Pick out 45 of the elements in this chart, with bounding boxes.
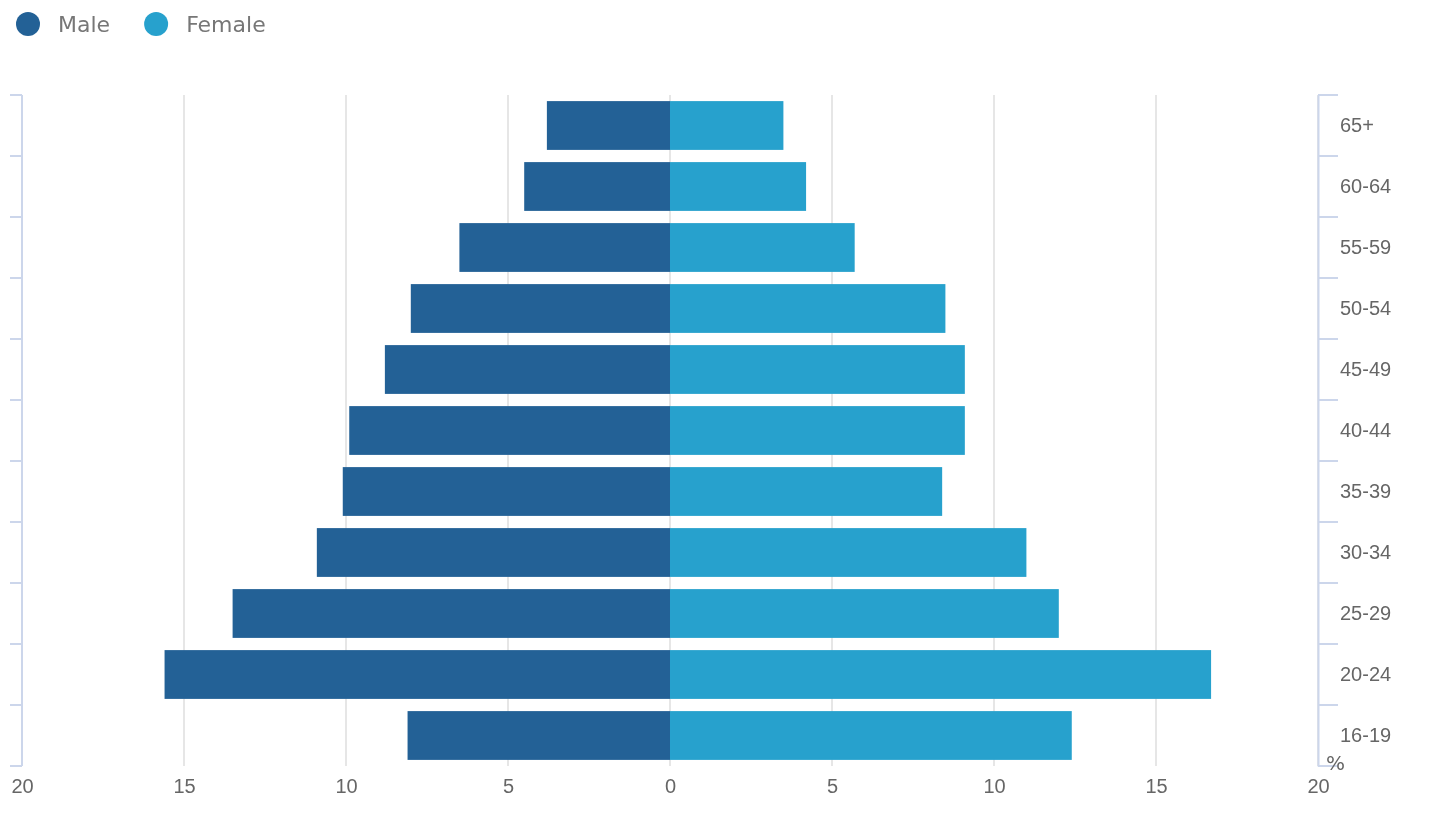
x-tick-label: 5 (826, 775, 839, 797)
y-tick-label: 30-34 (1340, 540, 1392, 563)
x-tick-label: 20 (1307, 775, 1330, 797)
bar (670, 406, 965, 455)
bar (670, 467, 943, 516)
y-tick-label: 55-59 (1340, 235, 1392, 258)
y-tick-label: 25-29 (1340, 601, 1392, 624)
y-tick-label: 40-44 (1340, 418, 1392, 441)
bar (407, 711, 670, 760)
bar (164, 650, 670, 699)
y-tick-label: 16-19 (1340, 723, 1392, 746)
x-axis-title: % (1326, 751, 1346, 775)
x-tick-label: 20 (11, 775, 34, 797)
x-tick-label: 15 (173, 775, 196, 797)
bar (524, 162, 670, 211)
y-tick-label: 60-64 (1340, 174, 1392, 197)
y-tick-label: 65+ (1340, 113, 1374, 136)
legend-label: Male (58, 12, 111, 37)
bar (670, 589, 1059, 638)
y-tick-label: 50-54 (1340, 296, 1392, 319)
y-tick-label: 45-49 (1340, 357, 1392, 380)
bar (459, 223, 670, 272)
bar (670, 345, 965, 394)
bar (670, 101, 784, 150)
x-tick-label: 10 (335, 775, 358, 797)
x-tick-label: 10 (983, 775, 1006, 797)
bar (670, 528, 1027, 577)
bar (342, 467, 670, 516)
x-tick-label: 15 (1145, 775, 1168, 797)
bar (670, 284, 946, 333)
bar (670, 162, 807, 211)
bar (316, 528, 670, 577)
x-tick-label: 0 (664, 775, 677, 797)
bar (349, 406, 670, 455)
bar (232, 589, 670, 638)
bar (670, 711, 1072, 760)
bar (410, 284, 670, 333)
bar (670, 650, 1212, 699)
x-tick-label: 5 (502, 775, 515, 797)
y-tick-label: 20-24 (1340, 662, 1392, 685)
y-tick-label: 35-39 (1340, 479, 1392, 502)
bar (546, 101, 670, 150)
bar (384, 345, 670, 394)
bar (670, 223, 855, 272)
legend-label: Female (186, 12, 266, 37)
